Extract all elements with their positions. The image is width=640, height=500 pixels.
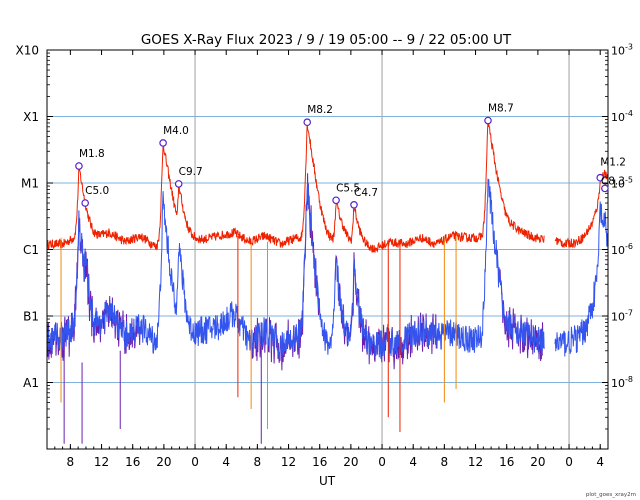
flare-label: C9.7 — [179, 166, 203, 178]
flare-peak-marker — [75, 162, 83, 170]
y-tick-label-right: 10-4 — [611, 109, 633, 124]
y-tick-label-right: 10-3 — [611, 43, 633, 58]
y-tick-label-left: M1 — [21, 177, 39, 191]
flare-label: C4.7 — [354, 187, 378, 199]
y-tick-label-right: 10-8 — [611, 375, 633, 390]
x-tick-label: 0 — [565, 455, 573, 469]
flare-peak-marker — [484, 116, 492, 125]
flare-label: M8.2 — [307, 104, 333, 116]
long-channel-trace — [46, 121, 545, 254]
x-tick-label: 8 — [254, 455, 262, 469]
footer-label: plot_goes_xray2m — [586, 492, 636, 498]
x-tick-label: 4 — [222, 455, 230, 469]
x-tick-label: 12 — [281, 455, 296, 469]
flare-annotation-layer: M1.8 C5.0 M4.0 C9.7 M8.2 C5.5C4.7 M8.7 M1.2 C8.3 — [75, 103, 626, 209]
x-axis-label: UT — [319, 474, 336, 488]
flare-label: M1.8 — [79, 148, 105, 160]
axis-layer: 8 12 16 20 0 4 8 12 16 20 0 4 8 12 16 20 0 4 A1 B1 C1 M1 X1 X10… — [16, 43, 633, 470]
flare-peak-marker — [159, 139, 167, 147]
x-tick-label: 0 — [191, 455, 199, 469]
flare-label: C8.3 — [601, 175, 625, 187]
x-tick-label: 4 — [596, 455, 604, 469]
x-tick-label: 20 — [156, 455, 171, 469]
chart-title: GOES X-Ray Flux 2023 / 9 / 19 05:00 -- 9… — [141, 32, 512, 48]
flare-peak-marker — [81, 199, 89, 207]
flare-label: C5.5 — [336, 182, 360, 194]
y-tick-label-left: X10 — [16, 44, 40, 58]
x-tick-label: 12 — [468, 455, 483, 469]
y-tick-label-right: 10-5 — [611, 176, 633, 191]
x-tick-label: 16 — [125, 455, 140, 469]
flare-label: C5.0 — [85, 185, 109, 197]
short-channel-trace — [554, 201, 609, 357]
y-tick-label-left: A1 — [23, 376, 39, 390]
y-tick-label-left: B1 — [23, 310, 39, 324]
flare-label: M4.0 — [163, 125, 189, 137]
flare-label: M8.7 — [488, 103, 514, 115]
flare-peak-marker — [332, 196, 340, 205]
short-channel-trace — [46, 178, 545, 361]
flare-peak-marker — [601, 184, 609, 193]
x-tick-label: 16 — [499, 455, 514, 469]
short-channel-alt-trace — [334, 252, 438, 370]
x-tick-label: 20 — [343, 455, 358, 469]
flare-peak-marker — [350, 201, 358, 209]
series-layer — [46, 121, 609, 444]
x-tick-label: 8 — [67, 455, 75, 469]
x-tick-label: 20 — [530, 455, 545, 469]
short-channel-alt-trace — [498, 269, 545, 362]
y-tick-label-left: X1 — [23, 110, 39, 124]
flare-label: M1.2 — [600, 157, 626, 169]
y-tick-label-right: 10-7 — [611, 309, 633, 324]
x-tick-label: 0 — [378, 455, 386, 469]
day-boundary-layer — [194, 50, 570, 449]
x-tick-label: 16 — [312, 455, 327, 469]
flare-peak-marker — [174, 180, 183, 188]
y-tick-label-left: C1 — [23, 243, 39, 257]
flare-peak-marker — [303, 118, 312, 127]
y-tick-label-right: 10-6 — [611, 242, 633, 257]
long-channel-trace — [554, 169, 609, 249]
x-tick-label: 4 — [409, 455, 417, 469]
x-tick-label: 8 — [441, 455, 449, 469]
x-tick-label: 12 — [94, 455, 109, 469]
flare-peak-marker — [596, 173, 605, 182]
